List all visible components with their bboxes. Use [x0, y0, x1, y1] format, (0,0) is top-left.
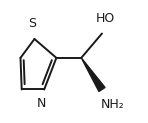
- Text: HO: HO: [95, 12, 115, 25]
- Text: S: S: [28, 17, 36, 30]
- Text: N: N: [37, 97, 46, 110]
- Text: NH₂: NH₂: [101, 98, 125, 111]
- Polygon shape: [81, 58, 105, 92]
